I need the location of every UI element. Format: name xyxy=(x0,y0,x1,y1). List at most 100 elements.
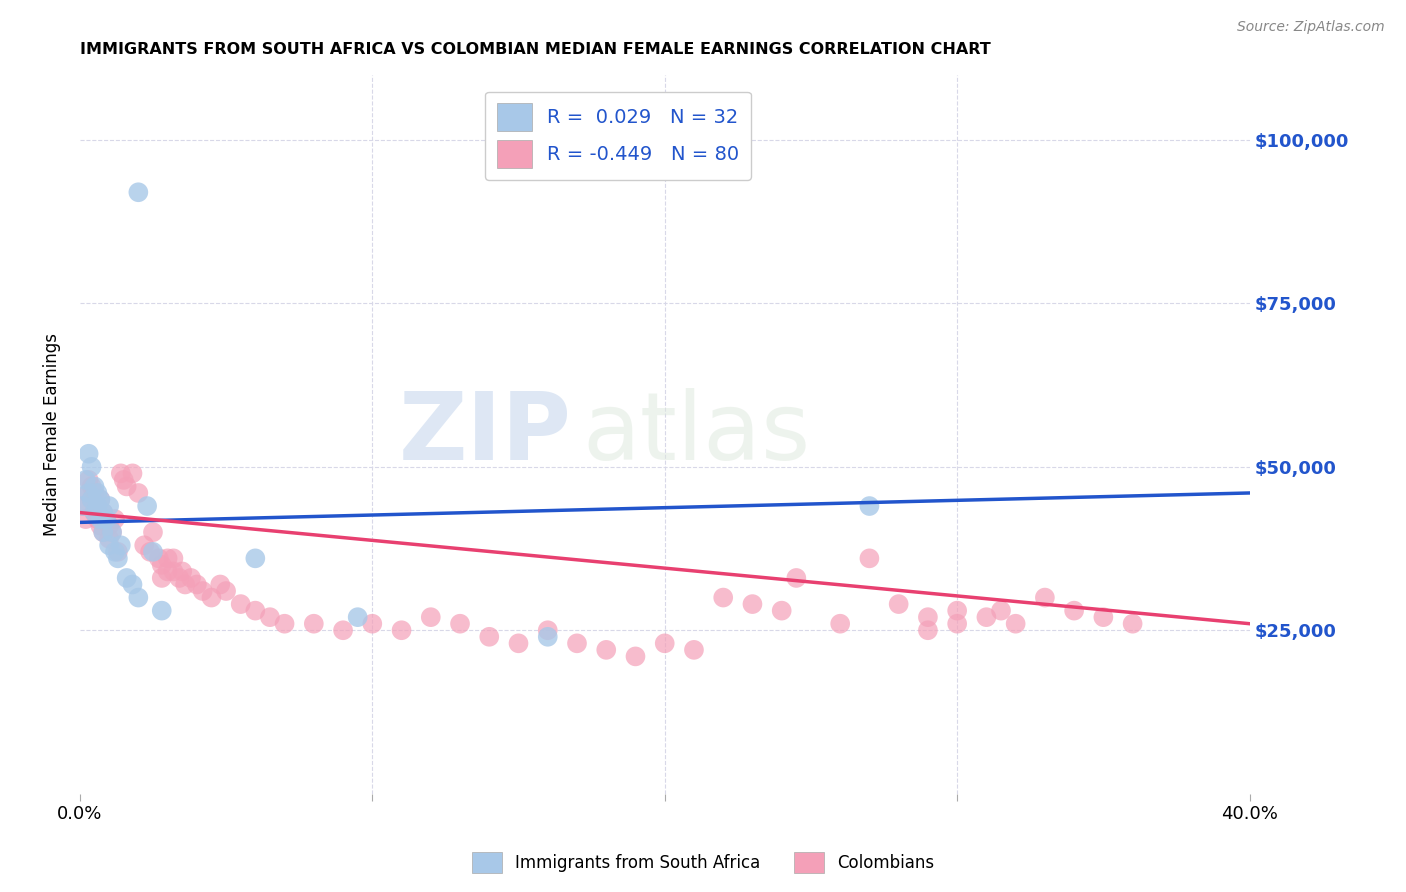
Point xyxy=(115,571,138,585)
Point xyxy=(104,512,127,526)
Point xyxy=(75,473,97,487)
Point xyxy=(89,492,111,507)
Point xyxy=(508,636,530,650)
Point xyxy=(72,499,94,513)
Point xyxy=(169,571,191,585)
Point xyxy=(83,506,105,520)
Point xyxy=(89,492,111,507)
Point xyxy=(419,610,441,624)
Point xyxy=(361,616,384,631)
Point xyxy=(91,506,114,520)
Point xyxy=(127,591,149,605)
Point xyxy=(1122,616,1144,631)
Point xyxy=(478,630,501,644)
Point xyxy=(1092,610,1115,624)
Point xyxy=(624,649,647,664)
Point xyxy=(180,571,202,585)
Point xyxy=(77,486,100,500)
Point xyxy=(150,558,173,572)
Point xyxy=(142,525,165,540)
Point xyxy=(107,551,129,566)
Point xyxy=(96,512,118,526)
Point xyxy=(741,597,763,611)
Point xyxy=(191,584,214,599)
Point xyxy=(136,499,159,513)
Point xyxy=(259,610,281,624)
Point xyxy=(139,545,162,559)
Point xyxy=(83,479,105,493)
Point xyxy=(127,186,149,200)
Point xyxy=(209,577,232,591)
Point xyxy=(990,604,1012,618)
Text: Source: ZipAtlas.com: Source: ZipAtlas.com xyxy=(1237,20,1385,34)
Point xyxy=(1004,616,1026,631)
Point xyxy=(110,538,132,552)
Point xyxy=(858,551,880,566)
Point xyxy=(302,616,325,631)
Point xyxy=(89,518,111,533)
Point xyxy=(98,518,121,533)
Point xyxy=(77,486,100,500)
Point xyxy=(565,636,588,650)
Point xyxy=(75,512,97,526)
Point xyxy=(332,624,354,638)
Point xyxy=(229,597,252,611)
Point xyxy=(80,492,103,507)
Point xyxy=(72,499,94,513)
Point xyxy=(96,512,118,526)
Point xyxy=(683,643,706,657)
Point xyxy=(887,597,910,611)
Point xyxy=(110,467,132,481)
Legend: Immigrants from South Africa, Colombians: Immigrants from South Africa, Colombians xyxy=(465,846,941,880)
Y-axis label: Median Female Earnings: Median Female Earnings xyxy=(44,333,60,535)
Point xyxy=(172,565,194,579)
Point xyxy=(86,499,108,513)
Point xyxy=(77,447,100,461)
Point xyxy=(148,551,170,566)
Point xyxy=(537,624,560,638)
Point xyxy=(711,591,734,605)
Point xyxy=(830,616,852,631)
Point xyxy=(946,604,969,618)
Point xyxy=(112,473,135,487)
Point xyxy=(654,636,676,650)
Point xyxy=(101,525,124,540)
Point xyxy=(858,499,880,513)
Point xyxy=(391,624,413,638)
Point xyxy=(449,616,471,631)
Point xyxy=(77,473,100,487)
Point xyxy=(142,545,165,559)
Point xyxy=(91,525,114,540)
Point xyxy=(917,624,939,638)
Point xyxy=(595,643,617,657)
Point xyxy=(83,506,105,520)
Point xyxy=(537,630,560,644)
Point xyxy=(245,604,267,618)
Point xyxy=(91,525,114,540)
Point xyxy=(134,538,156,552)
Point xyxy=(98,538,121,552)
Point xyxy=(186,577,208,591)
Point xyxy=(200,591,222,605)
Point xyxy=(86,512,108,526)
Point xyxy=(245,551,267,566)
Point xyxy=(127,486,149,500)
Point xyxy=(156,551,179,566)
Text: ZIP: ZIP xyxy=(398,388,571,480)
Point xyxy=(121,467,143,481)
Point xyxy=(101,525,124,540)
Legend: R =  0.029   N = 32, R = -0.449   N = 80: R = 0.029 N = 32, R = -0.449 N = 80 xyxy=(485,92,751,179)
Point xyxy=(83,486,105,500)
Point xyxy=(98,499,121,513)
Point xyxy=(91,506,114,520)
Point xyxy=(89,512,111,526)
Point xyxy=(115,479,138,493)
Text: IMMIGRANTS FROM SOUTH AFRICA VS COLOMBIAN MEDIAN FEMALE EARNINGS CORRELATION CHA: IMMIGRANTS FROM SOUTH AFRICA VS COLOMBIA… xyxy=(80,42,991,57)
Point xyxy=(86,486,108,500)
Point xyxy=(162,565,184,579)
Point xyxy=(150,604,173,618)
Point xyxy=(80,492,103,507)
Point xyxy=(156,565,179,579)
Point xyxy=(174,577,197,591)
Point xyxy=(273,616,295,631)
